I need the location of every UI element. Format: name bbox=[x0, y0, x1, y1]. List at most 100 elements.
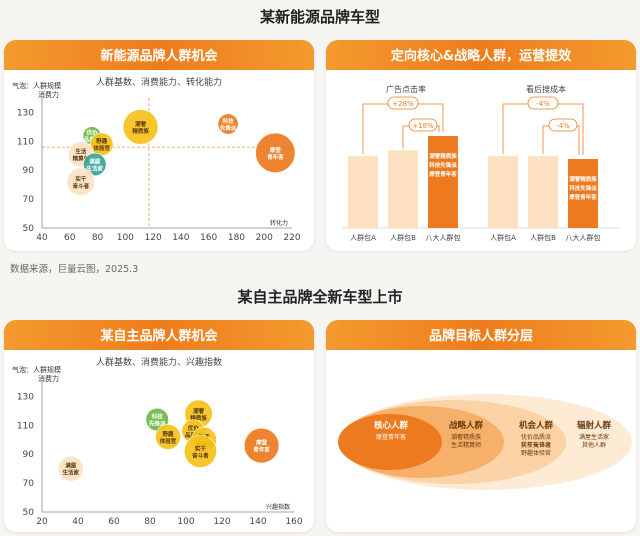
bubble-label: 潮奢 bbox=[135, 120, 147, 128]
bubble-point bbox=[183, 434, 217, 468]
annotation-pill bbox=[527, 96, 559, 110]
bubble-label: 生活 bbox=[75, 147, 87, 155]
x-tick-label: 160 bbox=[200, 233, 217, 243]
x-tick-label: 200 bbox=[256, 233, 273, 243]
y-tick-label: 130 bbox=[17, 392, 34, 402]
data-source-note: 数据来源，巨量云图，2025.3 bbox=[10, 264, 139, 275]
y-axis-bubble-label: 气泡：人群规模 bbox=[12, 365, 61, 374]
bar-inner-label: 科技先锋派 bbox=[429, 161, 457, 169]
layer-item: 实干奋斗者 bbox=[521, 441, 551, 449]
annotation-text: -4% bbox=[536, 100, 550, 108]
card-title: 品牌目标人群分层 bbox=[428, 329, 533, 344]
card-new-energy-opportunity: 新能源品牌人群机会 人群基数、消费能力、转化能力 气泡：人群规模 消费力 转化力 50… bbox=[4, 40, 314, 251]
bubble-point bbox=[122, 109, 159, 145]
bar bbox=[388, 150, 418, 228]
bubble-label: 生活家 bbox=[87, 164, 104, 172]
bar-category-label: 八大人群包 bbox=[566, 233, 601, 242]
y-tick-label: 50 bbox=[23, 224, 35, 234]
bubble-label: 优价 bbox=[188, 424, 200, 432]
bar bbox=[568, 159, 598, 228]
y-axis-label: 消费力 bbox=[38, 374, 59, 383]
annotation-text: +18% bbox=[412, 122, 434, 130]
bar bbox=[428, 136, 458, 228]
bubble-label: 生活家 bbox=[63, 469, 80, 477]
y-tick-label: 110 bbox=[17, 137, 34, 147]
bubble-label: 摩登 bbox=[256, 439, 268, 447]
y-tick-label: 90 bbox=[23, 166, 35, 176]
annotation-pill bbox=[408, 118, 438, 132]
layer-title: 辐射人群 bbox=[577, 420, 612, 431]
bubble-label: 精质族 bbox=[190, 414, 207, 422]
x-tick-label: 80 bbox=[92, 233, 104, 243]
x-tick-label: 40 bbox=[36, 233, 48, 243]
section-title-2: 某自主品牌全新车型上市 bbox=[237, 288, 403, 306]
x-tick-label: 80 bbox=[144, 517, 156, 527]
card-targeting: 定向核心&战略人群，运营提效 广告点击率 人群包A 人群包B 八大人群包 潮奢精质族 科技… bbox=[326, 40, 636, 251]
bar-category-label: 人群包B bbox=[390, 233, 416, 242]
x-axis-label: 转化力 bbox=[270, 219, 288, 227]
bar-inner-label: 潮奢精质族 bbox=[569, 175, 597, 183]
x-tick-label: 40 bbox=[72, 517, 84, 527]
y-tick-label: 70 bbox=[23, 195, 35, 205]
layer-item: 其他人群 bbox=[582, 441, 606, 449]
y-tick-label: 50 bbox=[23, 508, 35, 518]
bubble-label: 满屋 bbox=[65, 462, 77, 470]
layer-title: 机会人群 bbox=[519, 420, 554, 431]
layer-item: 野趣体验官 bbox=[521, 449, 551, 457]
bubble-point bbox=[57, 455, 84, 482]
bar bbox=[348, 156, 378, 228]
card-subtitle: 人群基数、消费能力、转化能力 bbox=[95, 78, 222, 88]
bubble-point bbox=[255, 132, 296, 173]
bubble-label: 先锋派 bbox=[149, 420, 166, 428]
card-header bbox=[4, 320, 314, 350]
bubble-label: 精算师 bbox=[73, 154, 90, 162]
x-axis-label: 兴趣指数 bbox=[266, 503, 290, 511]
bubble-label: 摩登 bbox=[270, 146, 282, 154]
card-target-layers: 品牌目标人群分层 核心人群 摩登青年客 战略人群 潮奢精质族 生活精算师 机会人群 优价品质… bbox=[326, 320, 636, 532]
x-tick-label: 100 bbox=[177, 517, 194, 527]
layer-title: 核心人群 bbox=[374, 420, 409, 431]
layer-item: 科技先锋派 bbox=[521, 441, 551, 449]
annotation-text: -4% bbox=[556, 122, 570, 130]
card-own-brand-opportunity: 某自主品牌人群机会 人群基数、消费能力、兴趣指数 气泡：人群规模 消费力 兴趣指数 5… bbox=[4, 320, 314, 532]
bubble-label: 潮奢 bbox=[193, 407, 205, 415]
x-tick-label: 60 bbox=[64, 233, 76, 243]
bubble-point bbox=[243, 427, 280, 464]
card-header bbox=[326, 320, 636, 350]
bar-category-label: 人群包A bbox=[350, 233, 376, 242]
x-tick-label: 20 bbox=[36, 517, 48, 527]
bubble-label: 精质族 bbox=[132, 127, 149, 135]
x-tick-label: 220 bbox=[283, 233, 300, 243]
x-tick-label: 120 bbox=[145, 233, 162, 243]
x-tick-label: 140 bbox=[172, 233, 189, 243]
x-tick-label: 180 bbox=[228, 233, 245, 243]
bubble-label: 满屋 bbox=[89, 157, 101, 165]
bar-category-label: 人群包A bbox=[490, 233, 516, 242]
bubble-label: 青年客 bbox=[267, 153, 284, 161]
annotation-text: +28% bbox=[392, 100, 414, 108]
bar bbox=[528, 156, 558, 228]
bar-category-label: 人群包B bbox=[530, 233, 556, 242]
bubble-label: 体验官 bbox=[160, 437, 177, 445]
x-tick-label: 60 bbox=[108, 517, 120, 527]
layer-item: 摩登青年客 bbox=[376, 433, 406, 441]
bubble-label: 优价 bbox=[86, 129, 98, 137]
bar-inner-label: 摩登青年客 bbox=[429, 170, 457, 178]
card-subtitle: 人群基数、消费能力、兴趣指数 bbox=[95, 358, 222, 368]
bubble-label: 野趣 bbox=[162, 430, 174, 438]
bubble-label: 体验官 bbox=[93, 144, 110, 152]
bar-category-label: 八大人群包 bbox=[426, 233, 461, 242]
bubble-point bbox=[66, 167, 95, 196]
group-title: 广告点击率 bbox=[386, 84, 426, 94]
card-title: 新能源品牌人群机会 bbox=[100, 49, 218, 64]
annotation-pill bbox=[548, 118, 578, 132]
bubble-point bbox=[155, 423, 181, 450]
group-title: 看后搜成本 bbox=[526, 84, 566, 94]
layer-item: 潮奢精质族 bbox=[451, 433, 481, 441]
card-title: 定向核心&战略人群，运营提效 bbox=[390, 49, 572, 64]
bar-inner-label: 潮奢精质族 bbox=[429, 152, 457, 160]
